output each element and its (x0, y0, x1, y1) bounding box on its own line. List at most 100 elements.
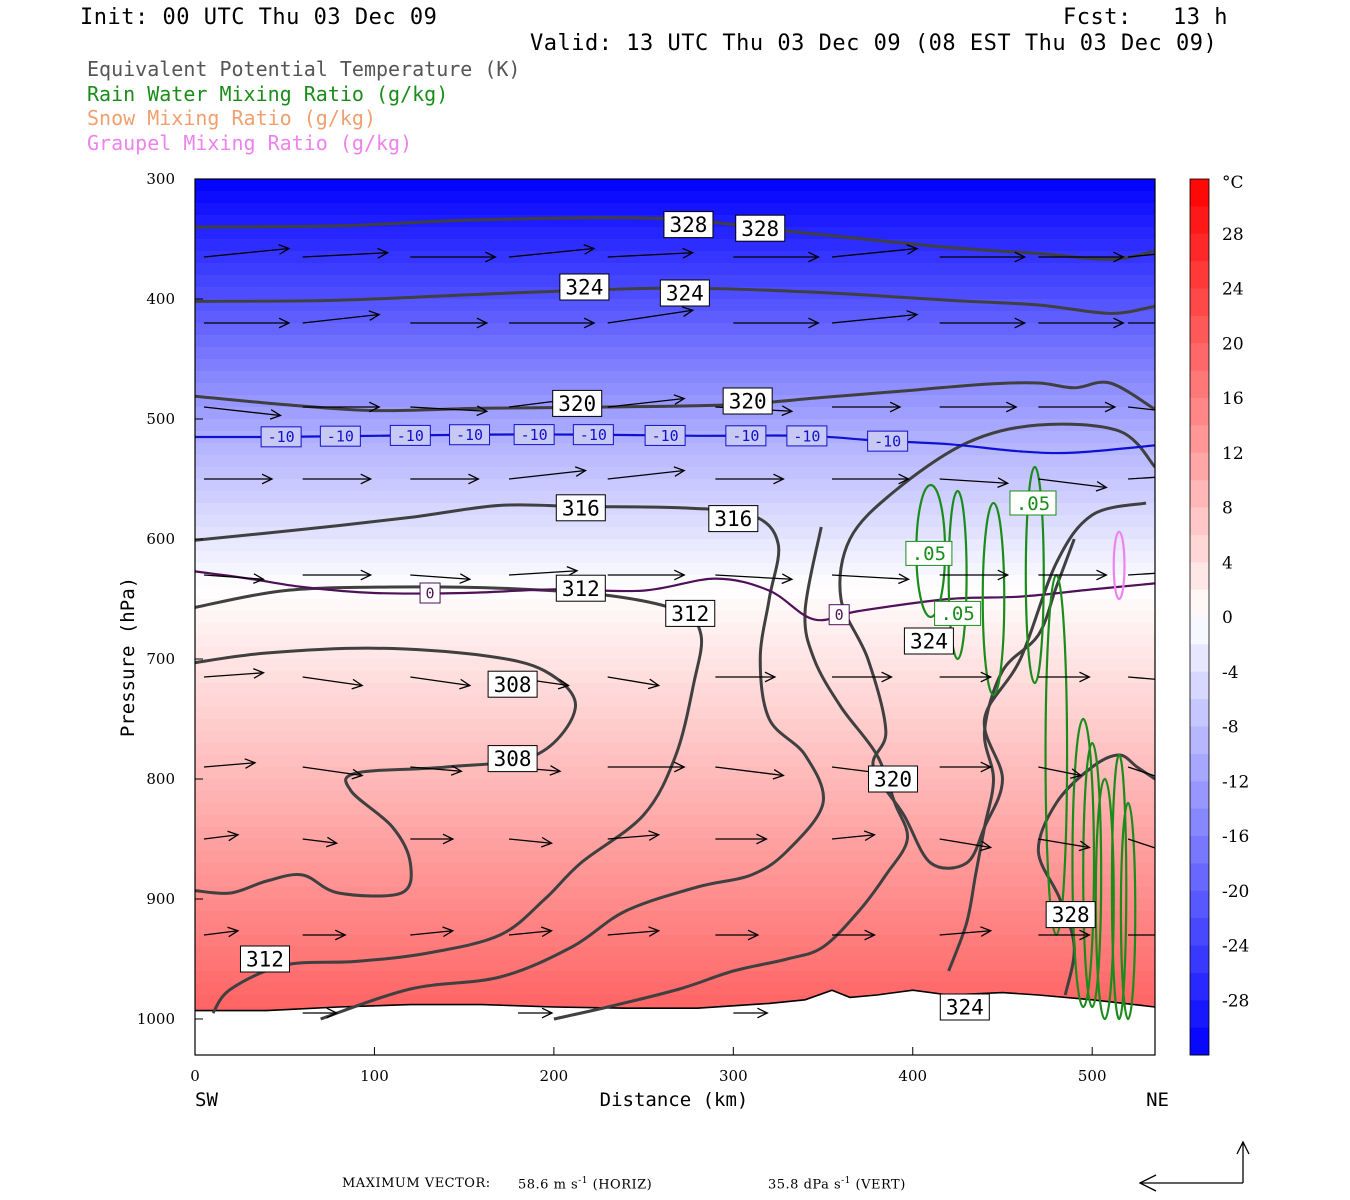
temperature-band (195, 455, 1155, 468)
x-tick-label: 100 (360, 1067, 389, 1085)
wind-vector (508, 836, 554, 848)
theta-e-label: 320 (868, 765, 919, 793)
wind-vector (715, 573, 794, 585)
wind-vector (607, 761, 686, 773)
max-horizontal-vector: 58.6 m s-1 (HORIZ) (518, 1176, 653, 1193)
wind-vector (203, 244, 291, 258)
svg-text:324: 324 (910, 630, 948, 654)
y-tick-label: 1000 (137, 1010, 175, 1028)
colorbar-swatch (1190, 726, 1209, 755)
x-tick-label: 500 (1078, 1067, 1107, 1085)
wind-vector (203, 758, 257, 769)
wind-vector (832, 401, 902, 413)
wind-vector (302, 929, 347, 941)
temperature-band (195, 707, 1155, 720)
isotherm-label: 0 (828, 604, 850, 626)
wind-vector (831, 310, 919, 324)
wind-vector (1128, 406, 1155, 411)
svg-text:320: 320 (729, 390, 767, 414)
temperature-band (195, 371, 1155, 384)
y-tick-label: 600 (146, 530, 175, 548)
isotherm-label: -10 (786, 425, 828, 447)
colorbar: °C 28 24 20 16 12 8 4 0 -4 -8 -12 -16 -20 -24 -28 (1189, 173, 1249, 1056)
colorbar-swatch (1190, 972, 1209, 1001)
wind-vector (715, 929, 760, 941)
y-axis-label: Pressure (hPa) (117, 577, 139, 737)
wind-vector (302, 310, 381, 324)
wind-vector (831, 244, 919, 258)
temperature-band (195, 491, 1155, 504)
rain-water-contour (1110, 753, 1128, 1021)
colorbar-swatch (1190, 261, 1209, 289)
temperature-band (195, 467, 1155, 480)
svg-text:320: 320 (558, 392, 596, 416)
theta-e-label: 312 (239, 945, 290, 973)
theta-e-label: 324 (939, 993, 990, 1021)
wind-vector (607, 830, 661, 841)
svg-text:-10: -10 (456, 426, 483, 444)
x-tick-label: 200 (540, 1067, 569, 1085)
svg-text:.05: .05 (1016, 493, 1050, 515)
wind-vector (1038, 838, 1091, 852)
temperature-band (195, 359, 1155, 372)
colorbar-label: -28 (1222, 991, 1249, 1011)
theta-e-label: 324 (559, 273, 610, 301)
x-end-label-right: NE (1146, 1089, 1169, 1111)
graupel-contour (1112, 530, 1126, 601)
wind-vector (1038, 569, 1108, 581)
svg-text:328: 328 (741, 217, 779, 241)
max-vertical-vector: 35.8 dPa s-1 (VERT) (768, 1176, 906, 1193)
wind-vector (410, 573, 472, 584)
x-tick-label: 300 (719, 1067, 748, 1085)
temperature-band (195, 395, 1155, 408)
svg-text:328: 328 (669, 213, 707, 237)
legend-rain-water: Rain Water Mixing Ratio (g/kg) (87, 82, 449, 106)
wind-vector (939, 569, 1010, 581)
colorbar-swatch (1190, 452, 1209, 481)
svg-text:-10: -10 (268, 428, 295, 446)
wind-vector (1038, 671, 1091, 683)
temperature-band (195, 347, 1155, 360)
temperature-band (195, 731, 1155, 744)
wind-vector (733, 317, 820, 329)
svg-text:-10: -10 (732, 427, 759, 445)
wind-vector (302, 247, 390, 259)
wind-vector (939, 671, 993, 683)
wind-vector (410, 317, 489, 329)
theta-e-label: 328 (1045, 901, 1096, 929)
wind-vectors (203, 244, 1155, 1019)
wind-vector (831, 573, 911, 585)
temperature-band (195, 863, 1155, 876)
theta-e-contour (553, 526, 909, 1021)
theta-e-label: 328 (663, 211, 714, 239)
colorbar-swatch (1190, 617, 1209, 645)
temperature-band (195, 935, 1155, 948)
temperature-band (195, 179, 1155, 192)
wind-vector (1038, 478, 1108, 492)
colorbar-swatch (1190, 507, 1209, 536)
colorbar-swatch (1190, 918, 1209, 946)
wind-vector (302, 1007, 339, 1019)
terrain-line (195, 989, 1155, 1012)
rain-water-contour (1094, 777, 1115, 1021)
wind-vector (410, 676, 472, 690)
wind-vector (733, 251, 820, 263)
temperature-band (195, 683, 1155, 696)
svg-text:0: 0 (426, 584, 435, 602)
svg-text:-10: -10 (327, 428, 354, 446)
wind-vector (410, 251, 497, 263)
wind-vector (410, 473, 480, 485)
temperature-band (195, 191, 1155, 204)
wind-vector (508, 244, 596, 258)
colorbar-label: 4 (1222, 553, 1233, 573)
wind-vector (508, 926, 554, 938)
wind-vector (302, 836, 339, 848)
svg-text:-10: -10 (793, 427, 820, 445)
rain-water-label: .05 (1009, 490, 1057, 516)
legend-snow: Snow Mixing Ratio (g/kg) (87, 106, 376, 130)
temperature-band (195, 959, 1155, 972)
colorbar-swatch (1190, 1027, 1209, 1056)
max-vector-label: MAXIMUM VECTOR: (342, 1176, 491, 1191)
isotherm-label: -10 (867, 430, 909, 452)
isotherms (195, 433, 1155, 622)
